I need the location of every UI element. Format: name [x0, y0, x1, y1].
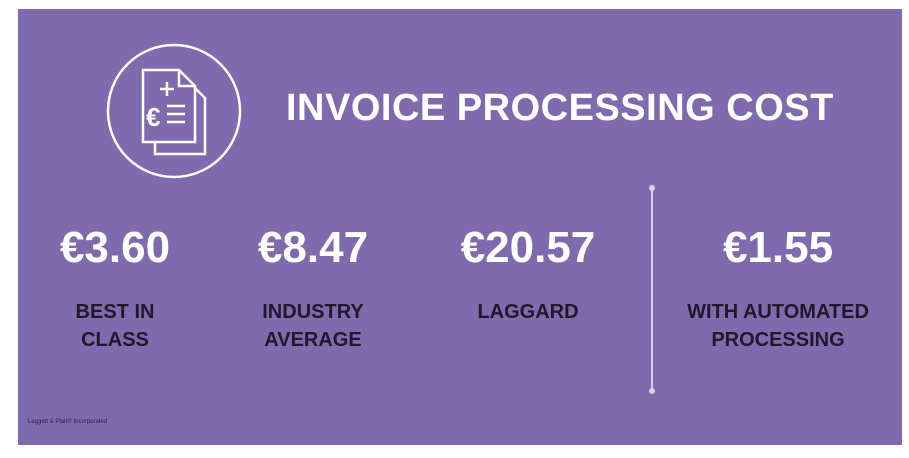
stat-value: €20.57: [460, 223, 596, 272]
stat-value: €1.55: [722, 223, 834, 272]
invoice-euro-icon: €: [105, 42, 243, 180]
stat-value: €8.47: [257, 223, 369, 272]
stat-label: LAGGARD: [477, 301, 579, 323]
infographic-slide: € INVOICE PROCESSING COST €3.60 BEST IN …: [18, 9, 902, 445]
stat-label: BEST IN CLASS: [75, 301, 155, 351]
stat-label: WITH AUTOMATED PROCESSING: [687, 301, 869, 351]
euro-glyph: €: [146, 102, 160, 132]
stat-laggard: €20.57 LAGGARD: [428, 226, 628, 326]
divider-line: [651, 187, 653, 392]
footer-credit: Leggett & Platt® Incorporated: [28, 419, 108, 425]
page-title: INVOICE PROCESSING COST: [286, 87, 834, 129]
stat-industry-average: €8.47 INDUSTRY AVERAGE: [223, 226, 403, 354]
stat-automated-processing: €1.55 WITH AUTOMATED PROCESSING: [668, 226, 888, 354]
stat-label: INDUSTRY AVERAGE: [262, 301, 364, 351]
stat-value: €3.60: [59, 223, 171, 272]
stat-best-in-class: €3.60 BEST IN CLASS: [30, 226, 200, 354]
divider-bottom-dot: [649, 388, 655, 394]
